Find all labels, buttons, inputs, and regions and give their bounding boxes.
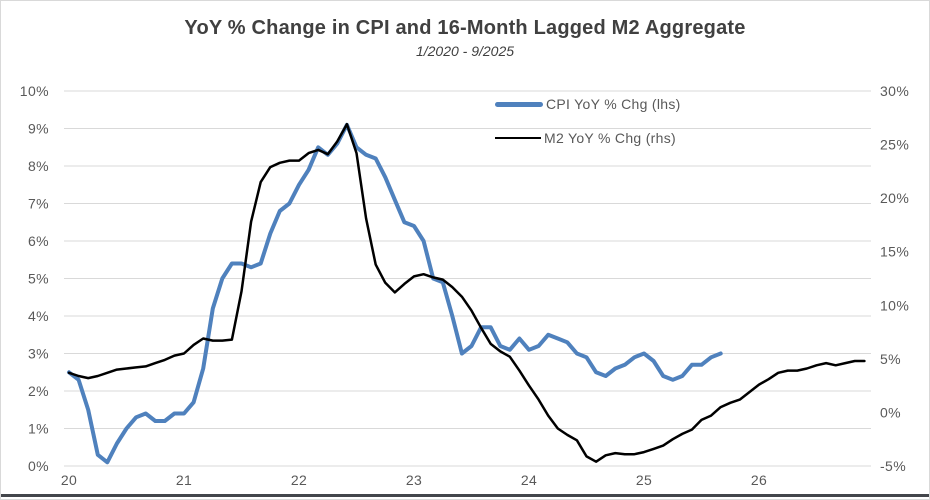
y-left-tick-label: 9% xyxy=(28,121,49,137)
legend-item-m2: M2 YoY % Chg (rhs) xyxy=(495,128,681,148)
y-left-tick-label: 7% xyxy=(28,196,49,212)
y-left-tick-label: 1% xyxy=(28,421,49,437)
y-left-tick-label: 4% xyxy=(28,308,49,324)
cpi-line-swatch xyxy=(495,101,543,107)
chart-title: YoY % Change in CPI and 16-Month Lagged … xyxy=(184,17,746,39)
y-left-tick-label: 5% xyxy=(28,271,49,287)
y-left-tick-label: 2% xyxy=(28,383,49,399)
x-tick-label: 21 xyxy=(176,472,192,488)
cpi-line xyxy=(67,122,723,465)
y-right-tick-label: 15% xyxy=(880,244,909,260)
y-right-tick-label: 20% xyxy=(880,190,909,206)
x-tick-label: 23 xyxy=(406,472,422,488)
m2-line-swatch xyxy=(495,136,541,140)
y-right-tick-label: 30% xyxy=(880,83,909,99)
x-tick-label: 20 xyxy=(61,472,77,488)
x-tick-label: 22 xyxy=(291,472,307,488)
y-left-tick-label: 10% xyxy=(20,83,49,99)
y-right-tick-label: 0% xyxy=(880,404,901,420)
y-left-tick-label: 6% xyxy=(28,233,49,249)
legend-item-m2-label: M2 YoY % Chg (rhs) xyxy=(544,130,676,146)
y-left-tick-label: 8% xyxy=(28,158,49,174)
legend: CPI YoY % Chg (lhs) M2 YoY % Chg (rhs) xyxy=(495,94,681,162)
y-right-tick-label: 10% xyxy=(880,297,909,313)
y-left-tick-label: 0% xyxy=(28,458,49,474)
legend-item-cpi-label: CPI YoY % Chg (lhs) xyxy=(546,96,681,112)
x-tick-label: 24 xyxy=(521,472,537,488)
y-right-tick-label: -5% xyxy=(880,458,906,474)
y-right-tick-label: 5% xyxy=(880,351,901,367)
legend-item-cpi: CPI YoY % Chg (lhs) xyxy=(495,94,681,114)
bottom-border-bar xyxy=(1,494,929,497)
x-tick-label: 25 xyxy=(636,472,652,488)
m2-line xyxy=(67,122,866,463)
y-right-tick-label: 25% xyxy=(880,137,909,153)
y-left-tick-label: 3% xyxy=(28,346,49,362)
x-tick-label: 26 xyxy=(751,472,767,488)
chart-subtitle: 1/2020 - 9/2025 xyxy=(415,43,515,59)
